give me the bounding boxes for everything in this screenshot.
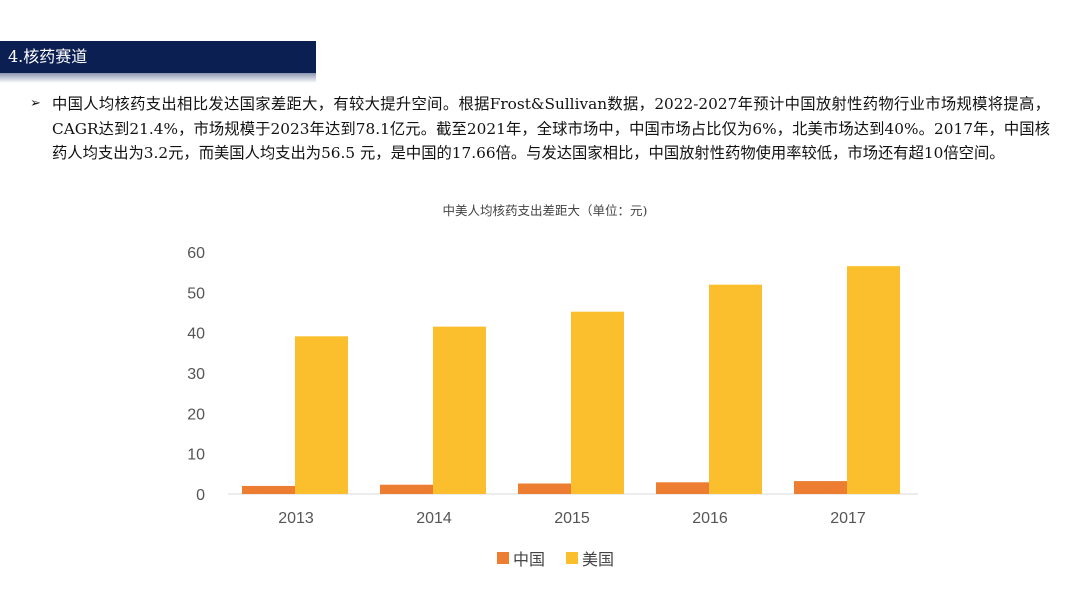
y-tick-label: 30 [187,366,205,383]
x-tick-label: 2017 [830,510,866,527]
bar-china-2014 [380,484,433,494]
bar-usa-2017 [847,266,900,494]
bullet-text: 中国人均核药支出相比发达国家差距大，有较大提升空间。根据Frost&Sulliv… [52,95,1050,162]
legend-label-usa: 美国 [582,550,614,569]
y-tick-label: 20 [187,406,205,423]
x-tick-label: 2013 [278,510,314,527]
chart-title: 中美人均核药支出差距大（单位：元) [443,203,648,218]
x-tick-label: 2014 [416,510,452,527]
y-tick-label: 40 [187,326,205,343]
bar-usa-2014 [433,326,486,494]
y-axis: 0 10 20 30 40 50 60 [187,245,205,504]
y-tick-label: 60 [187,245,205,262]
x-tick-label: 2015 [554,510,590,527]
bar-usa-2015 [571,311,624,494]
legend-swatch-usa [566,552,578,564]
section-title-bar: 4.核药赛道 [0,41,316,73]
bar-usa-2013 [295,336,348,494]
legend: 中国 美国 [497,550,614,569]
bars-group [242,266,900,494]
bar-china-2015 [518,483,571,494]
bullet-paragraph: ➢ 中国人均核药支出相比发达国家差距大，有较大提升空间。根据Frost&Sull… [30,92,1050,166]
section-title: 4.核药赛道 [8,47,88,66]
arrow-bullet-icon: ➢ [30,96,41,111]
x-tick-label: 2016 [692,510,728,527]
section-subtitle-band [0,73,316,83]
bar-china-2016 [656,482,709,494]
legend-swatch-china [497,552,509,564]
y-tick-label: 50 [187,285,205,302]
y-tick-label: 0 [196,487,205,504]
x-axis: 2013 2014 2015 2016 2017 [278,510,866,527]
bar-china-2013 [242,485,295,494]
legend-label-china: 中国 [513,550,545,569]
y-tick-label: 10 [187,447,205,464]
bar-china-2017 [794,481,847,494]
bar-usa-2016 [709,284,762,494]
